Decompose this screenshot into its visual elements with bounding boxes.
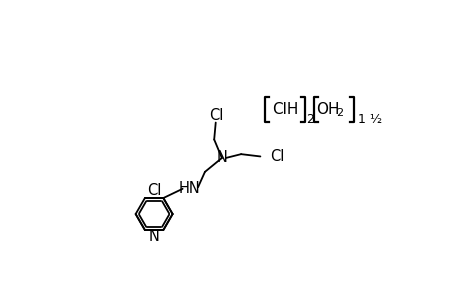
Text: N: N [148,229,159,244]
Text: Cl: Cl [146,183,161,198]
Text: 2: 2 [306,113,313,126]
Text: 1 ½: 1 ½ [358,113,381,126]
Text: 2: 2 [336,108,342,118]
Text: Cl: Cl [269,149,283,164]
Text: OH: OH [315,102,338,117]
Text: HN: HN [178,181,200,196]
Text: ClH: ClH [271,102,297,117]
Text: Cl: Cl [209,108,223,123]
Text: N: N [216,151,227,166]
